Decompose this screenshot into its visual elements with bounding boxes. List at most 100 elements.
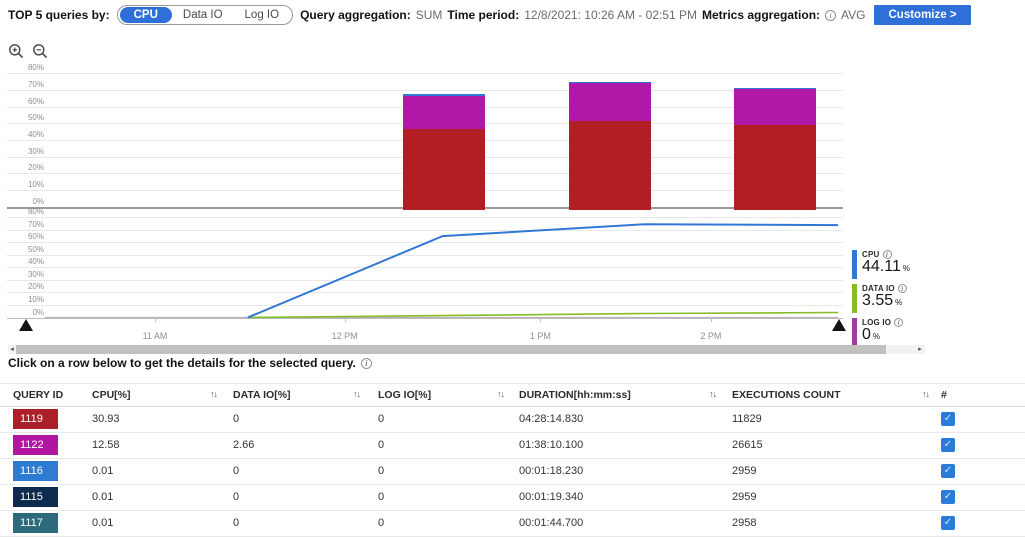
query-id-badge[interactable]: 1119 [13, 409, 58, 429]
bar-segment-query-1122[interactable] [568, 83, 651, 121]
bar-chart-ytick-label: 60% [27, 96, 44, 106]
row-checkbox-checked[interactable]: ✓ [941, 412, 955, 426]
cell-log_io: 0 [378, 517, 385, 529]
table-row-query-1116[interactable]: 1116 0.01 0 0 00:01:18.230 2959 ✓ [0, 459, 1025, 485]
legend-value-row: 0% [862, 326, 903, 344]
line-chart-ytick-label: 10% [27, 295, 44, 304]
cell-executions: 2958 [732, 517, 757, 529]
legend-value: 44.11 [862, 258, 901, 275]
line-chart-ytick-label: 70% [27, 219, 44, 229]
toggle-option-data-io[interactable]: Data IO [182, 9, 223, 21]
row-checkbox-checked[interactable]: ✓ [941, 438, 955, 452]
info-icon[interactable]: i [825, 9, 837, 21]
table-row-query-1117[interactable]: 1117 0.01 0 0 00:01:44.700 2958 ✓ [0, 511, 1025, 537]
cell-log_io: 0 [378, 491, 385, 503]
bar-chart-ytick-label: 70% [27, 80, 44, 89]
legend-value-row: 3.55% [862, 292, 907, 310]
time-range-handle-right[interactable] [832, 319, 846, 331]
sort-icon[interactable]: ↑↓ [210, 389, 218, 399]
info-icon[interactable]: i [360, 357, 372, 369]
info-icon[interactable]: i [882, 250, 892, 259]
sort-icon[interactable]: ↑↓ [922, 389, 930, 399]
legend-label: CPU [862, 250, 880, 259]
bar-chart-gridline [7, 90, 843, 91]
legend-text: DATA IO i 3.55% [862, 284, 907, 313]
bar-chart-ytick-label: 80% [27, 63, 44, 73]
table-row-query-1115[interactable]: 1115 0.01 0 0 00:01:19.340 2959 ✓ [0, 485, 1025, 511]
cell-duration: 00:01:44.700 [519, 517, 584, 529]
query-id-badge[interactable]: 1122 [13, 435, 58, 455]
bar-segment-query-1116[interactable] [568, 81, 651, 84]
cell-cpu: 0.01 [92, 465, 114, 477]
toggle-option-log-io[interactable]: Log IO [244, 9, 280, 21]
toggle-option-cpu[interactable]: CPU [119, 7, 172, 23]
bar-segment-query-1116[interactable] [734, 87, 817, 90]
x-axis-label: 12 PM [331, 331, 358, 341]
bar-segment-query-1116[interactable] [403, 94, 486, 96]
column-header-data-io[interactable]: DATA IO[%] [233, 389, 291, 401]
legend-item-log-io: LOG IO i 0% [852, 318, 1022, 347]
info-icon[interactable]: i [894, 318, 904, 327]
column-header-duration-hh-mm-ss[interactable]: DURATION[hh:mm:ss] [519, 389, 631, 401]
time-range-handle-left[interactable] [19, 319, 33, 331]
line-chart-gridline [7, 292, 843, 294]
bar-segment-query-1122[interactable] [403, 95, 486, 130]
row-checkbox-checked[interactable]: ✓ [941, 464, 955, 478]
scrollbar-thumb[interactable] [16, 345, 886, 354]
table-header-row: QUERY ID CPU[%] ↑↓ DATA IO[%] ↑↓ LOG IO[%] ↑↓ D… [0, 384, 1025, 407]
cell-executions: 11829 [732, 413, 762, 425]
cell-duration: 00:01:19.340 [519, 491, 584, 503]
legend-label-row: LOG IO i [862, 318, 904, 327]
bar-segment-query-1122[interactable] [734, 89, 817, 125]
line-chart-gridline [7, 305, 843, 306]
x-axis-label: 1 PM [529, 331, 551, 341]
line-chart-gridline [7, 267, 843, 269]
sort-icon[interactable]: ↑↓ [497, 389, 505, 399]
row-checkbox-checked[interactable]: ✓ [941, 516, 955, 530]
line-chart-gridline [7, 217, 843, 219]
query-id-badge[interactable]: 1117 [13, 513, 58, 533]
query-table: QUERY ID CPU[%] ↑↓ DATA IO[%] ↑↓ LOG IO[%] ↑↓ D… [0, 383, 1025, 537]
column-header-executions-count[interactable]: EXECUTIONS COUNT [732, 389, 841, 401]
cell-log_io: 0 [378, 439, 385, 451]
zoom-in-icon[interactable] [8, 43, 25, 60]
x-axis-tick [344, 318, 346, 322]
cell-executions: 2959 [732, 491, 757, 503]
legend-text: LOG IO i 0% [862, 318, 904, 347]
query-aggregation-value: SUM [415, 8, 443, 22]
bar-segment-query-1119[interactable] [734, 124, 817, 210]
zoom-out-icon[interactable] [32, 43, 49, 60]
legend-label-row: CPU i [862, 250, 910, 259]
table-row-query-1119[interactable]: 1119 30.93 0 0 04:28:14.830 11829 ✓ [0, 407, 1025, 433]
query-id-badge[interactable]: 1115 [13, 487, 58, 507]
column-header-log-io[interactable]: LOG IO[%] [378, 389, 432, 401]
bar-segment-query-1119[interactable] [568, 120, 651, 210]
horizontal-scrollbar[interactable]: ◂ ▸ [8, 345, 925, 354]
info-icon[interactable]: i [897, 284, 907, 293]
scroll-left-arrow[interactable]: ◂ [10, 346, 14, 353]
cell-duration: 04:28:14.830 [519, 413, 584, 425]
legend-value-row: 44.11% [862, 258, 910, 276]
cell-cpu: 0.01 [92, 491, 114, 503]
cell-data_io: 0 [233, 465, 240, 477]
table-body: 1119 30.93 0 0 04:28:14.830 11829 ✓ 1122 12.58 2.… [0, 407, 1025, 537]
line-chart-ytick-label: 80% [27, 207, 44, 217]
legend-label: LOG IO [862, 318, 892, 327]
x-axis-tick [710, 318, 712, 322]
legend-text: CPU i 44.11% [862, 250, 910, 279]
bar-segment-query-1119[interactable] [403, 129, 486, 210]
metrics-aggregation-label: Metrics aggregation: [702, 8, 821, 22]
sort-icon[interactable]: ↑↓ [709, 389, 717, 399]
customize-button[interactable]: Customize > [874, 5, 971, 25]
query-id-badge[interactable]: 1116 [13, 461, 58, 481]
legend-value: 3.55 [862, 292, 894, 309]
resource-utilization-line-chart [44, 223, 839, 319]
column-header-cpu[interactable]: CPU[%] [92, 389, 131, 401]
scroll-right-arrow[interactable]: ▸ [918, 346, 922, 353]
cell-duration: 00:01:18.230 [519, 465, 584, 477]
top5-queries-label: TOP 5 queries by: [8, 8, 110, 22]
sort-icon[interactable]: ↑↓ [353, 389, 361, 399]
row-checkbox-checked[interactable]: ✓ [941, 490, 955, 504]
metrics-aggregation-value: AVG [841, 8, 866, 22]
table-row-query-1122[interactable]: 1122 12.58 2.66 0 01:38:10.100 26615 ✓ [0, 433, 1025, 459]
